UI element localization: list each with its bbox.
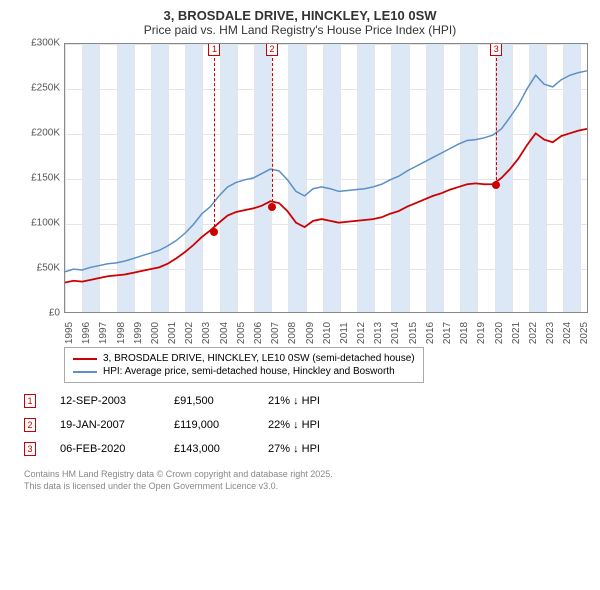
- x-tick-label: 2013: [373, 322, 384, 344]
- x-tick-label: 2015: [408, 322, 419, 344]
- x-tick-label: 2003: [201, 322, 212, 344]
- chart-title: 3, BROSDALE DRIVE, HINCKLEY, LE10 0SW: [12, 8, 588, 23]
- footer: Contains HM Land Registry data © Crown c…: [24, 469, 588, 492]
- x-tick-label: 2014: [390, 322, 401, 344]
- x-tick-label: 2021: [511, 322, 522, 344]
- sale-row: 3 06-FEB-2020 £143,000 27% ↓ HPI: [24, 437, 588, 461]
- marker-dot: [210, 228, 218, 236]
- marker-line: [496, 58, 497, 185]
- x-tick-label: 2009: [305, 322, 316, 344]
- sale-price: £91,500: [174, 395, 244, 407]
- x-tick-label: 2002: [184, 322, 195, 344]
- marker-label: 3: [490, 43, 502, 56]
- footer-line-2: This data is licensed under the Open Gov…: [24, 481, 588, 493]
- x-tick-label: 1996: [81, 322, 92, 344]
- y-tick-label: £100K: [31, 218, 60, 229]
- x-tick-label: 1995: [64, 322, 75, 344]
- x-tick-label: 1997: [98, 322, 109, 344]
- chart: £0£50K£100K£150K£200K£250K£300K 123 1995…: [22, 43, 588, 343]
- line-layer: [65, 44, 587, 312]
- sales-table: 1 12-SEP-2003 £91,500 21% ↓ HPI 2 19-JAN-2007…: [24, 389, 588, 461]
- x-tick-label: 2012: [356, 322, 367, 344]
- legend-label-hpi: HPI: Average price, semi-detached house,…: [103, 366, 395, 377]
- sale-price: £119,000: [174, 419, 244, 431]
- sale-diff: 22% ↓ HPI: [268, 419, 358, 431]
- y-tick-label: £150K: [31, 173, 60, 184]
- x-tick-label: 1999: [133, 322, 144, 344]
- x-tick-label: 2017: [442, 322, 453, 344]
- y-tick-label: £200K: [31, 128, 60, 139]
- x-tick-label: 2004: [219, 322, 230, 344]
- sale-price: £143,000: [174, 443, 244, 455]
- x-tick-label: 2007: [270, 322, 281, 344]
- legend-swatch-hpi: [73, 371, 97, 373]
- x-tick-label: 1998: [116, 322, 127, 344]
- y-tick-label: £250K: [31, 83, 60, 94]
- series-property: [65, 129, 587, 283]
- sale-diff: 21% ↓ HPI: [268, 395, 358, 407]
- y-axis: £0£50K£100K£150K£200K£250K£300K: [22, 43, 62, 313]
- footer-line-1: Contains HM Land Registry data © Crown c…: [24, 469, 588, 481]
- x-tick-label: 2022: [528, 322, 539, 344]
- marker-label: 1: [208, 43, 220, 56]
- x-tick-label: 2016: [425, 322, 436, 344]
- legend-label-property: 3, BROSDALE DRIVE, HINCKLEY, LE10 0SW (s…: [103, 353, 415, 364]
- chart-subtitle: Price paid vs. HM Land Registry's House …: [12, 23, 588, 37]
- legend: 3, BROSDALE DRIVE, HINCKLEY, LE10 0SW (s…: [64, 347, 424, 383]
- sale-row: 1 12-SEP-2003 £91,500 21% ↓ HPI: [24, 389, 588, 413]
- x-tick-label: 2011: [339, 322, 350, 344]
- marker-line: [214, 58, 215, 232]
- x-tick-label: 2000: [150, 322, 161, 344]
- x-tick-label: 2023: [545, 322, 556, 344]
- sale-row: 2 19-JAN-2007 £119,000 22% ↓ HPI: [24, 413, 588, 437]
- sale-date: 06-FEB-2020: [60, 443, 150, 455]
- sale-num: 2: [24, 418, 36, 432]
- x-tick-label: 2010: [322, 322, 333, 344]
- marker-dot: [268, 203, 276, 211]
- x-tick-label: 2020: [494, 322, 505, 344]
- sale-date: 12-SEP-2003: [60, 395, 150, 407]
- x-tick-label: 2025: [579, 322, 590, 344]
- marker-line: [272, 58, 273, 207]
- plot-area: 1 2 3: [64, 43, 588, 313]
- x-tick-label: 2006: [253, 322, 264, 344]
- sale-diff: 27% ↓ HPI: [268, 443, 358, 455]
- y-tick-label: £50K: [37, 263, 60, 274]
- y-tick-label: £300K: [31, 38, 60, 49]
- y-tick-label: £0: [49, 308, 60, 319]
- sale-num: 1: [24, 394, 36, 408]
- x-tick-label: 2019: [476, 322, 487, 344]
- x-tick-label: 2024: [562, 322, 573, 344]
- marker-dot: [492, 181, 500, 189]
- sale-num: 3: [24, 442, 36, 456]
- x-axis: 1995 1996 1997 1998 1999 2000 2001 2002 2003 2004…: [64, 315, 588, 343]
- x-tick-label: 2001: [167, 322, 178, 344]
- legend-hpi: HPI: Average price, semi-detached house,…: [73, 365, 415, 378]
- x-tick-label: 2018: [459, 322, 470, 344]
- legend-property: 3, BROSDALE DRIVE, HINCKLEY, LE10 0SW (s…: [73, 352, 415, 365]
- marker-label: 2: [266, 43, 278, 56]
- x-tick-label: 2005: [236, 322, 247, 344]
- x-tick-label: 2008: [287, 322, 298, 344]
- sale-date: 19-JAN-2007: [60, 419, 150, 431]
- legend-swatch-property: [73, 358, 97, 360]
